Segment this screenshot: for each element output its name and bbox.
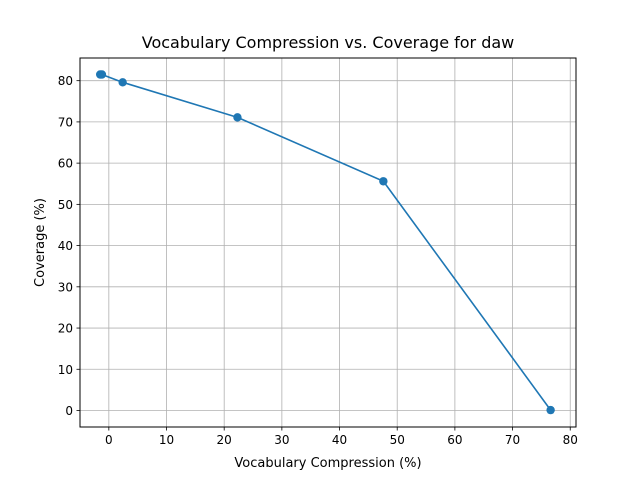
data-point [379, 177, 388, 186]
y-tick-label: 70 [58, 115, 73, 129]
y-tick-label: 80 [58, 74, 73, 88]
y-tick-label: 40 [58, 239, 73, 253]
x-tick-label: 10 [159, 433, 174, 447]
plot-frame [79, 57, 577, 428]
y-tick-label: 20 [58, 322, 73, 336]
chart-title: Vocabulary Compression vs. Coverage for … [142, 33, 515, 52]
x-tick-label: 0 [105, 433, 113, 447]
x-axis-label: Vocabulary Compression (%) [234, 456, 421, 471]
grid [80, 58, 576, 427]
y-tick-label: 60 [58, 157, 73, 171]
x-tick-label: 80 [563, 433, 578, 447]
x-tick-label: 40 [332, 433, 347, 447]
x-tick-label: 50 [390, 433, 405, 447]
series-layer [95, 70, 555, 415]
y-tick-label: 30 [58, 280, 73, 294]
data-point [233, 113, 242, 122]
data-point [97, 70, 107, 79]
y-tick-label: 50 [58, 198, 73, 212]
x-tick-label: 70 [505, 433, 520, 447]
ticks: 0 10 20 30 40 50 60 70 80 0 10 20 30 40 50 60 70 80 [58, 74, 578, 447]
data-point [118, 78, 127, 87]
x-tick-label: 30 [274, 433, 289, 447]
y-tick-label: 0 [65, 404, 73, 418]
data-point [546, 405, 555, 415]
x-tick-label: 20 [217, 433, 232, 447]
x-tick-label: 60 [447, 433, 462, 447]
y-tick-label: 10 [58, 363, 73, 377]
y-axis-label: Coverage (%) [33, 198, 48, 287]
